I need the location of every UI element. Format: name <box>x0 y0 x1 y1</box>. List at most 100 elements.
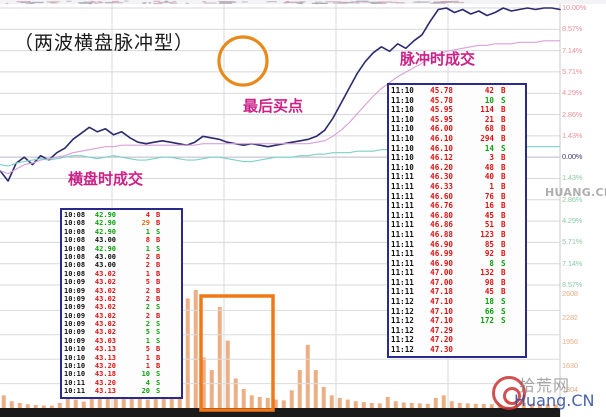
tick-row: 11:11 47.00 98 B <box>391 278 523 288</box>
tick-price: 47.18 <box>421 287 467 297</box>
tick-row: 11:11 46.90 8 S <box>391 259 523 269</box>
tick-side: B <box>501 105 511 115</box>
tick-price: 46.30 <box>421 172 467 182</box>
tick-price: 45.95 <box>421 115 467 125</box>
tick-time: 11:12 <box>391 297 421 307</box>
tick-table-flat: 10:08 42.90 4 B 10:08 42.90 29 B 10:08 42.90 1 S 10:… <box>60 208 183 399</box>
tick-time: 11:11 <box>391 278 421 288</box>
tick-price: 46.12 <box>421 153 467 163</box>
tick-time: 11:11 <box>391 211 421 221</box>
tick-price: 42.90 <box>90 211 126 219</box>
tick-row: 10:08 42.90 4 B <box>64 211 179 219</box>
tick-side: S <box>156 387 166 395</box>
tick-time: 11:12 <box>391 335 421 345</box>
tick-price: 43.03 <box>90 337 126 345</box>
tick-volume: 68 <box>467 124 501 134</box>
tick-side: S <box>501 307 511 317</box>
tick-row: 11:11 46.86 51 B <box>391 220 523 230</box>
tick-row: 10:08 43.02 1 B <box>64 270 179 278</box>
tick-volume: 92 <box>467 249 501 259</box>
tick-time: 11:11 <box>391 182 421 192</box>
tick-volume: 123 <box>467 230 501 240</box>
tick-row: 10:09 43.02 5 B <box>64 278 179 286</box>
tick-row: 10:09 43.02 5 S <box>64 328 179 336</box>
tick-side: S <box>501 96 511 106</box>
tick-volume: 2 <box>126 303 156 311</box>
tick-volume: 1 <box>126 337 156 345</box>
tick-side: B <box>156 345 166 353</box>
tick-row: 11:12 47.10 66 S <box>391 307 523 317</box>
tick-side: B <box>501 249 511 259</box>
chart-type-title: （两波横盘脉冲型） <box>14 28 194 55</box>
tick-volume: 16 <box>467 201 501 211</box>
tick-volume: 3 <box>467 153 501 163</box>
tick-row: 11:11 46.80 45 B <box>391 211 523 221</box>
tick-volume: 18 <box>467 297 501 307</box>
tick-volume: 98 <box>467 278 501 288</box>
tick-volume: 8 <box>467 259 501 269</box>
tick-volume: 2 <box>126 320 156 328</box>
tick-price: 46.99 <box>421 249 467 259</box>
tick-time: 11:11 <box>391 240 421 250</box>
tick-row: 11:10 46.20 48 B <box>391 163 523 173</box>
tick-side: B <box>501 153 511 163</box>
tick-side: B <box>501 211 511 221</box>
tick-row: 10:08 43.00 2 B <box>64 253 179 261</box>
tick-row: 10:08 42.90 29 B <box>64 219 179 227</box>
tick-price: 43.20 <box>90 379 126 387</box>
tick-time: 10:08 <box>64 270 90 278</box>
tick-time: 11:10 <box>391 86 421 96</box>
tick-row: 11:10 46.10 294 B <box>391 134 523 144</box>
tick-price: 43.00 <box>90 253 126 261</box>
tick-price: 46.90 <box>421 240 467 250</box>
tick-row: 11:11 46.30 40 B <box>391 172 523 182</box>
tick-price: 45.78 <box>421 86 467 96</box>
tick-row: 11:11 46.76 16 B <box>391 201 523 211</box>
tick-row: 10:09 43.02 2 S <box>64 303 179 311</box>
tick-volume: 2 <box>126 253 156 261</box>
tick-time: 10:08 <box>64 228 90 236</box>
tick-price: 43.00 <box>90 261 126 269</box>
minute-chart-screenshot: 10.00% 8.57% 7.14% 5.71% 4.29% 2.86% 1.43% 0.00… <box>0 0 606 417</box>
tick-price: 43.02 <box>90 287 126 295</box>
tick-price: 46.88 <box>421 230 467 240</box>
last-buy-point-label: 最后买点 <box>243 95 303 116</box>
tick-price: 47.10 <box>421 307 467 317</box>
tick-side: B <box>501 172 511 182</box>
tick-time: 10:11 <box>64 379 90 387</box>
tick-side: S <box>156 370 166 378</box>
tick-row: 11:10 45.78 42 B <box>391 86 523 96</box>
tick-volume: 1 <box>126 362 156 370</box>
tick-time: 11:11 <box>391 249 421 259</box>
tick-price: 46.76 <box>421 201 467 211</box>
tick-time: 11:11 <box>391 192 421 202</box>
tick-row: 10:11 43.13 20 S <box>64 387 179 395</box>
tick-time: 11:10 <box>391 124 421 134</box>
tick-price: 47.10 <box>421 297 467 307</box>
tick-row: 11:12 47.10 172 S <box>391 316 523 326</box>
tick-row: 11:11 46.33 1 B <box>391 182 523 192</box>
tick-row: 11:10 45.95 21 B <box>391 115 523 125</box>
tick-volume: 51 <box>467 220 501 230</box>
tick-volume: 2 <box>126 312 156 320</box>
tick-row: 11:10 46.00 68 B <box>391 124 523 134</box>
tick-time: 10:10 <box>64 362 90 370</box>
tick-volume: 294 <box>467 134 501 144</box>
tick-row: 10:09 43.02 2 S <box>64 320 179 328</box>
tick-time: 11:11 <box>391 201 421 211</box>
tick-volume: 14 <box>467 144 501 154</box>
tick-side: B <box>156 219 166 227</box>
tick-side: S <box>156 328 166 336</box>
tick-time: 11:10 <box>391 115 421 125</box>
tick-row: 10:09 43.02 2 B <box>64 312 179 320</box>
tick-side: B <box>501 86 511 96</box>
tick-volume: 5 <box>126 278 156 286</box>
tick-volume: 21 <box>467 115 501 125</box>
tick-time: 10:09 <box>64 320 90 328</box>
tick-time: 10:10 <box>64 370 90 378</box>
tick-row: 10:09 43.03 1 S <box>64 337 179 345</box>
tick-side: B <box>156 278 166 286</box>
tick-row: 10:08 43.00 2 B <box>64 261 179 269</box>
tick-time: 11:10 <box>391 144 421 154</box>
tick-time: 10:09 <box>64 328 90 336</box>
